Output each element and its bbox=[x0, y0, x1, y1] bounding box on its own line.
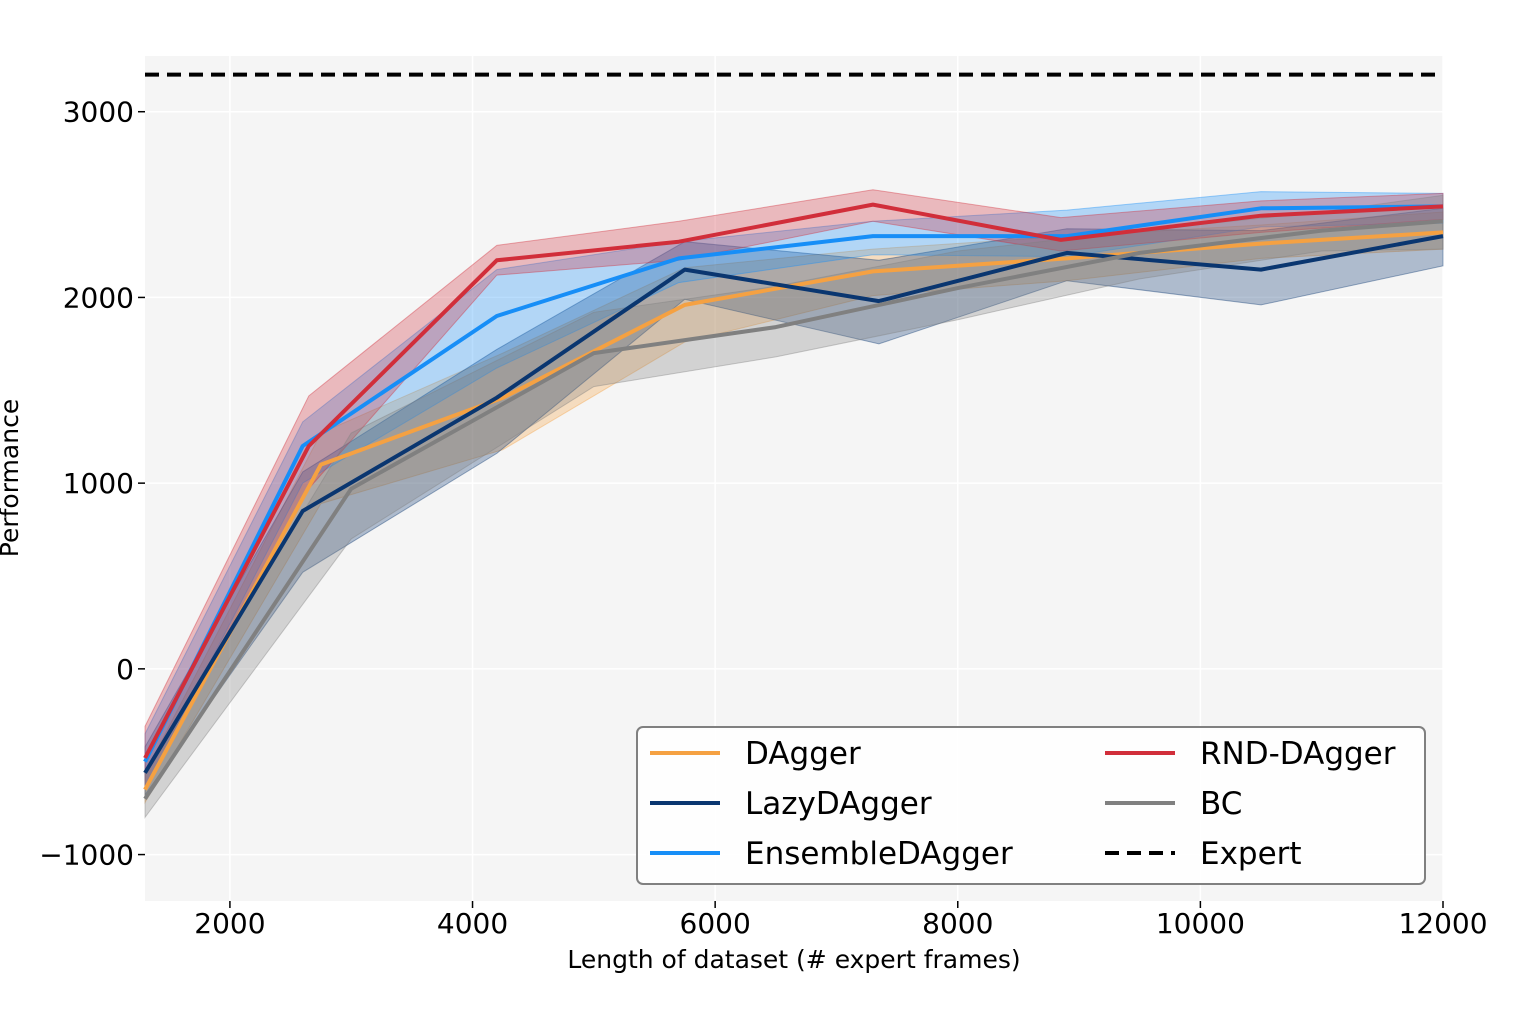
line-rnd-dagger bbox=[143, 202, 1444, 759]
legend-label-dagger: DAgger bbox=[745, 736, 861, 772]
legend-label-expert: Expert bbox=[1200, 836, 1302, 872]
legend: DAgger LazyDAgger EnsembleDAgger RND-DAgger… bbox=[636, 726, 1426, 885]
line-ensembledagger bbox=[143, 204, 1444, 763]
x-tick-label: 2000 bbox=[194, 907, 265, 940]
band-rnd-dagger bbox=[144, 189, 1444, 790]
axis-ticks: 2000 4000 6000 8000 10000 12000 −1000 0 1000 2000… bbox=[39, 96, 1487, 940]
y-tick-label: 3000 bbox=[63, 96, 134, 129]
y-tick-label: −1000 bbox=[39, 839, 134, 872]
x-tick-label: 6000 bbox=[680, 907, 751, 940]
line-bc bbox=[143, 219, 1444, 801]
legend-label-lazydagger: LazyDAgger bbox=[745, 786, 932, 822]
legend-label-bc: BC bbox=[1200, 786, 1242, 822]
x-tick-label: 10000 bbox=[1156, 907, 1245, 940]
series-lines bbox=[143, 72, 1444, 801]
line-dagger bbox=[143, 230, 1444, 791]
y-tick-label: 2000 bbox=[63, 281, 134, 314]
legend-label-ensembledagger: EnsembleDAgger bbox=[745, 836, 1013, 872]
legend-box bbox=[636, 726, 1426, 885]
y-axis-label: Performance bbox=[0, 399, 24, 557]
y-tick-label: 1000 bbox=[63, 467, 134, 500]
x-tick-label: 8000 bbox=[922, 907, 993, 940]
legend-label-rnd-dagger: RND-DAgger bbox=[1200, 736, 1396, 772]
band-dagger bbox=[144, 211, 1444, 805]
band-bc bbox=[144, 194, 1444, 819]
line-lazydagger bbox=[143, 234, 1444, 774]
y-tick-label: 0 bbox=[116, 653, 134, 686]
x-tick-label: 4000 bbox=[437, 907, 508, 940]
x-tick-label: 12000 bbox=[1398, 907, 1487, 940]
x-axis-label: Length of dataset (# expert frames) bbox=[567, 945, 1020, 974]
